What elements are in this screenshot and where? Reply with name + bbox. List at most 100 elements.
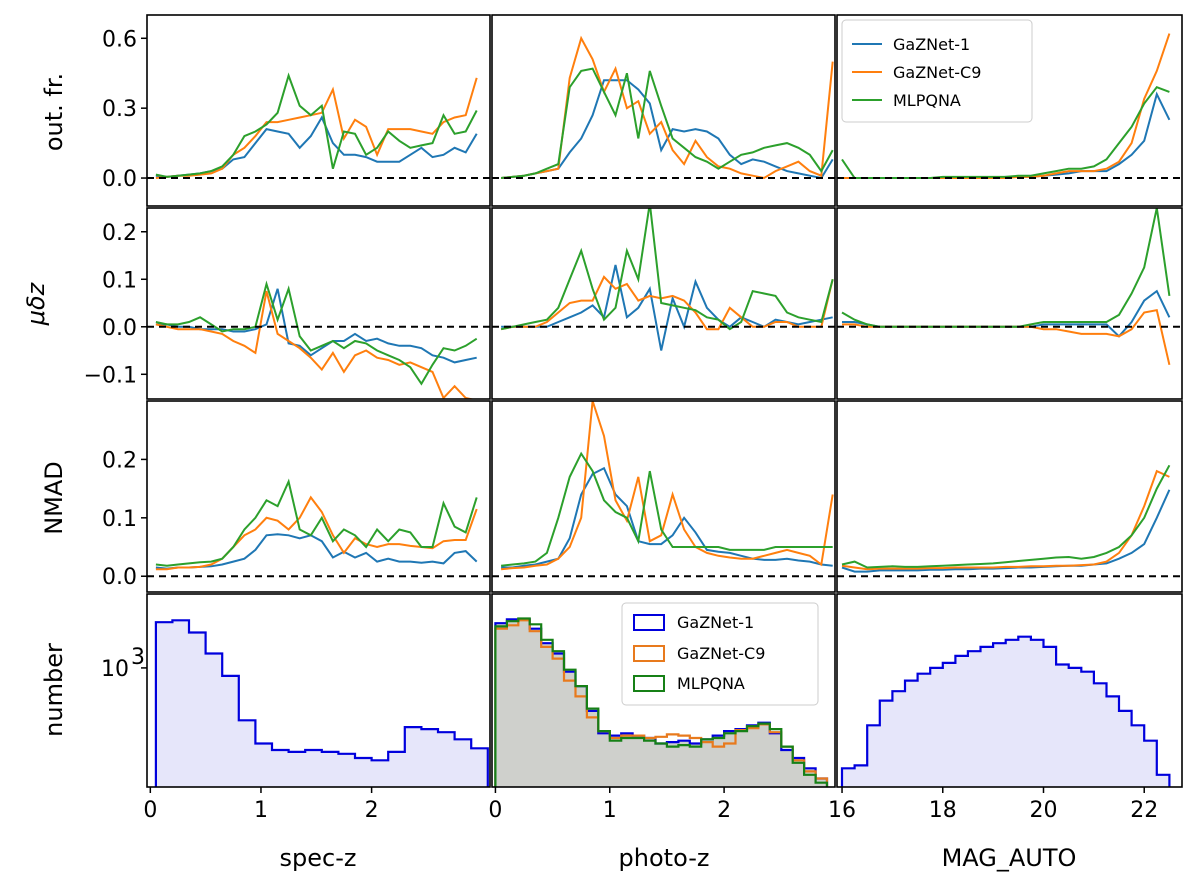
- xtick-label-hist_specz: 0: [143, 798, 157, 823]
- plot-area: 0.00.30.6−0.10.00.10.20.00.10.210 30 1 2 0 1 2…: [84, 14, 1183, 823]
- ytick-label-mu_specz: −0.1: [84, 363, 137, 388]
- panel-hist_mag: 16 18 20 22: [828, 593, 1183, 823]
- legend-hist-gaznetc9-swatch: [633, 645, 665, 662]
- frame-of_photoz: [491, 14, 836, 207]
- series-gaznet-1-nmad_mag: [841, 489, 1171, 573]
- xtick-label-hist_photoz: 1: [603, 798, 617, 823]
- series-gaznet-c9-mu_mag: [842, 309, 1171, 366]
- legend-hist: GaZNet-1 GaZNet-C9 MLPQNA: [621, 602, 819, 706]
- frame-hist_photoz: [491, 593, 836, 788]
- ylabel-mu-deltaz: μδz: [22, 281, 50, 326]
- plot-mu_mag: [837, 208, 1182, 366]
- frame-hist_specz: [146, 593, 491, 788]
- plot-of_specz: [147, 72, 490, 180]
- panel-of_photoz: [491, 14, 836, 207]
- plot-of_photoz: [492, 35, 835, 180]
- plot-nmad_photoz: [492, 401, 835, 578]
- panel-mu_photoz: [491, 207, 836, 400]
- hist-step-gaznet-c9-hist_photoz: [494, 619, 829, 787]
- plot-nmad_specz: [147, 478, 490, 578]
- ytick-label-nmad_specz: 0.1: [102, 507, 137, 532]
- ylabel-outlier-fraction: out. fr.: [40, 73, 68, 151]
- xtick-label-hist_mag: 16: [828, 798, 856, 823]
- legend-hist-frame: [621, 602, 819, 706]
- series-mlpqna-nmad_specz: [155, 478, 478, 567]
- series-gaznet-c9-nmad_photoz: [501, 401, 834, 571]
- plot-nmad_mag: [837, 464, 1182, 578]
- series-gaznet-c9-of_specz: [155, 77, 478, 179]
- series-gaznet-c9-nmad_mag: [841, 469, 1170, 571]
- ytick-label-of_specz: 0.0: [102, 167, 137, 192]
- frame-of_mag: [836, 14, 1183, 207]
- series-mlpqna-mu_mag: [841, 208, 1171, 328]
- legend-line-mlpqna-label: MLPQNA: [893, 91, 961, 110]
- panel-of_mag: [836, 14, 1183, 207]
- legend-hist-mlpqna-swatch: [633, 675, 665, 692]
- series-mlpqna-of_specz: [155, 72, 478, 178]
- plot-mu_photoz: [492, 208, 835, 351]
- series-gaznet-1-of_specz: [155, 115, 478, 178]
- xlabel-spec-z: spec-z: [280, 844, 357, 872]
- series-mlpqna-mu_specz: [155, 280, 478, 386]
- series-gaznet-c9-mu_specz: [155, 290, 475, 399]
- hist-step-gaznet-1-hist_mag: [840, 635, 1171, 787]
- frame-of_specz: [146, 14, 491, 207]
- xlabel-mag-auto: MAG_AUTO: [942, 844, 1077, 872]
- ytick-label-mu_specz: 0.0: [102, 316, 137, 341]
- ytick-label-hist_specz: 10: [101, 657, 129, 682]
- ylabel-number: number: [40, 643, 68, 737]
- frame-nmad_specz: [146, 400, 491, 593]
- series-gaznet-1-mu_specz: [155, 288, 477, 364]
- series-gaznet-1-mu_photoz: [501, 264, 833, 351]
- frame-mu_specz: [146, 207, 491, 400]
- ytick-label-of_specz: 0.6: [102, 27, 137, 52]
- panel-nmad_photoz: [491, 400, 836, 593]
- ytick-label-nmad_specz: 0.2: [102, 448, 137, 473]
- legend-hist-gaznetc9-label: GaZNet-C9: [677, 644, 765, 663]
- plot-hist_specz: [154, 619, 489, 787]
- hist-fill-gaznet-1-hist_photoz: [495, 619, 827, 787]
- panel-mu_specz: −0.1 0.0 0.1 0.2: [84, 207, 491, 400]
- series-mlpqna-nmad_mag: [841, 464, 1171, 569]
- ylabel-nmad: NMAD: [40, 461, 68, 535]
- legend-hist-gaznet1-swatch: [633, 614, 665, 631]
- ytick-label-of_specz: 0.3: [102, 97, 137, 122]
- xtick-label-hist_specz: 1: [254, 798, 268, 823]
- series-gaznet-c9-mu_photoz: [500, 275, 834, 331]
- panel-nmad_specz: 0.0 0.1 0.2: [102, 400, 491, 593]
- series-gaznet-c9-of_photoz: [501, 35, 834, 180]
- legend-hist-mlpqna-label: MLPQNA: [677, 674, 745, 693]
- xtick-label-hist_mag: 18: [929, 798, 957, 823]
- legend-lines: GaZNet-1 GaZNet-C9 MLPQNA: [841, 19, 1033, 123]
- plot-of_mag: [837, 33, 1182, 180]
- plot-hist_photoz: [494, 617, 829, 787]
- xtick-label-hist_mag: 20: [1029, 798, 1057, 823]
- frame-mu_photoz: [491, 207, 836, 400]
- plot-hist_mag: [840, 635, 1171, 787]
- ytick-label-nmad_specz: 0.0: [102, 565, 137, 590]
- ytick-label-mu_specz: 0.1: [102, 268, 137, 293]
- xtick-label-hist_specz: 2: [365, 798, 379, 823]
- frame-nmad_photoz: [491, 400, 836, 593]
- series-mlpqna-mu_photoz: [500, 208, 834, 331]
- legend-line-gaznetc9-label: GaZNet-C9: [893, 63, 981, 82]
- xtick-label-hist_mag: 22: [1130, 798, 1158, 823]
- plot-mu_specz: [147, 280, 490, 399]
- frame-hist_mag: [836, 593, 1183, 788]
- frame-mu_mag: [836, 207, 1183, 400]
- ytick-label-mu_specz: 0.2: [102, 221, 137, 246]
- xlabel-photo-z: photo-z: [619, 844, 710, 872]
- series-gaznet-1-of_photoz: [501, 79, 834, 180]
- frame-nmad_mag: [836, 400, 1183, 593]
- panel-mu_mag: [836, 207, 1183, 400]
- panel-of_specz: 0.0 0.3 0.6: [102, 14, 491, 207]
- ytick-exponent-hist_specz: 3: [131, 645, 145, 670]
- legend-hist-gaznet1-label: GaZNet-1: [677, 613, 754, 632]
- series-mlpqna-nmad_photoz: [500, 451, 833, 567]
- panel-nmad_mag: [836, 400, 1183, 593]
- panel-hist_photoz: 0 1 2: [488, 593, 836, 823]
- xtick-label-hist_photoz: 0: [488, 798, 502, 823]
- panel-hist_specz: 10 3 0 1 2: [101, 593, 491, 823]
- series-mlpqna-of_mag: [841, 86, 1170, 179]
